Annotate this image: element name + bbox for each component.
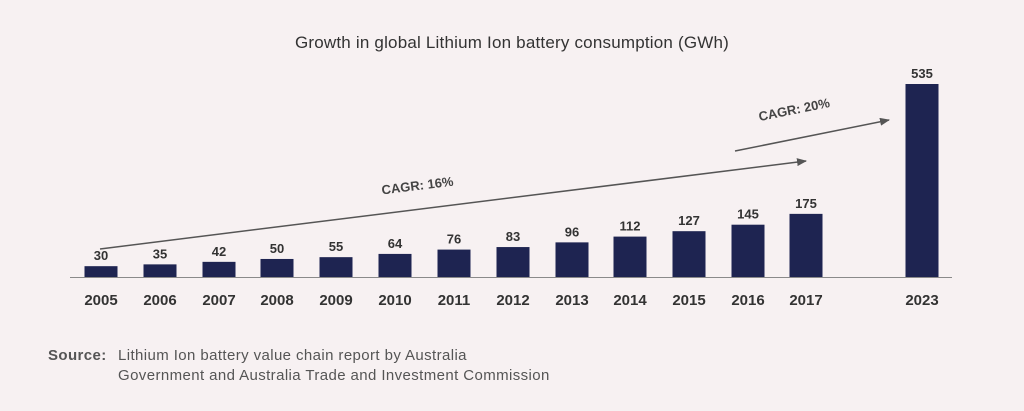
data-label-2014: 112	[620, 219, 641, 234]
x-tick-2008: 2008	[260, 292, 293, 309]
data-label-2012: 83	[506, 229, 520, 244]
x-tick-2013: 2013	[555, 292, 588, 309]
bar-2011	[437, 249, 471, 277]
cagr-label-20: CAGR: 20%	[757, 95, 831, 124]
data-label-2023: 535	[911, 66, 933, 81]
cagr-arrow-2016-2023	[734, 117, 890, 152]
x-tick-2011: 2011	[438, 292, 471, 309]
x-tick-2010: 2010	[378, 292, 411, 309]
source-note: Source: Lithium Ion battery value chain r…	[48, 346, 718, 386]
bar-2023	[905, 84, 939, 277]
source-line-2: Government and Australia Trade and Inves…	[118, 367, 550, 384]
chart-title: Growth in global Lithium Ion battery con…	[294, 33, 730, 52]
bar-2009	[319, 257, 353, 277]
data-label-2007: 42	[212, 244, 226, 259]
bar-2008	[260, 258, 294, 277]
bar-2010	[378, 253, 412, 277]
x-tick-2005: 2005	[84, 292, 117, 309]
cagr-arrow-2005-2017	[99, 158, 807, 250]
x-tick-2017: 2017	[789, 292, 822, 309]
x-tick-2014: 2014	[613, 292, 647, 309]
data-label-2011: 76	[447, 232, 461, 247]
data-label-2010: 64	[388, 236, 403, 251]
data-label-2017: 175	[795, 196, 817, 211]
data-label-2009: 55	[329, 239, 343, 254]
data-label-2008: 50	[270, 241, 284, 256]
x-tick-2007: 2007	[202, 292, 235, 309]
data-label-2013: 96	[565, 224, 579, 239]
source-text: Lithium Ion battery value chain report b…	[118, 346, 718, 386]
bar-2006	[143, 264, 177, 277]
bar-2007	[202, 261, 236, 277]
data-label-2006: 35	[153, 246, 167, 261]
bar-2017	[789, 213, 823, 277]
x-tick-2006: 2006	[143, 292, 176, 309]
data-label-2016: 145	[737, 207, 759, 222]
cagr-label-16: CAGR: 16%	[381, 174, 455, 198]
bar-2016	[731, 224, 765, 277]
source-label: Source:	[48, 347, 107, 364]
x-tick-2016: 2016	[731, 292, 764, 309]
x-tick-2023: 2023	[905, 292, 938, 309]
bar-2014	[613, 236, 647, 277]
x-tick-2015: 2015	[672, 292, 705, 309]
bar-2015	[672, 231, 706, 277]
source-line-1: Lithium Ion battery value chain report b…	[118, 347, 467, 364]
bar-2012	[496, 247, 530, 277]
data-label-2015: 127	[678, 213, 700, 228]
x-tick-2009: 2009	[319, 292, 352, 309]
data-label-2005: 30	[94, 248, 108, 263]
bar-2005	[84, 266, 118, 277]
x-tick-2012: 2012	[496, 292, 529, 309]
bar-2013	[555, 242, 589, 277]
